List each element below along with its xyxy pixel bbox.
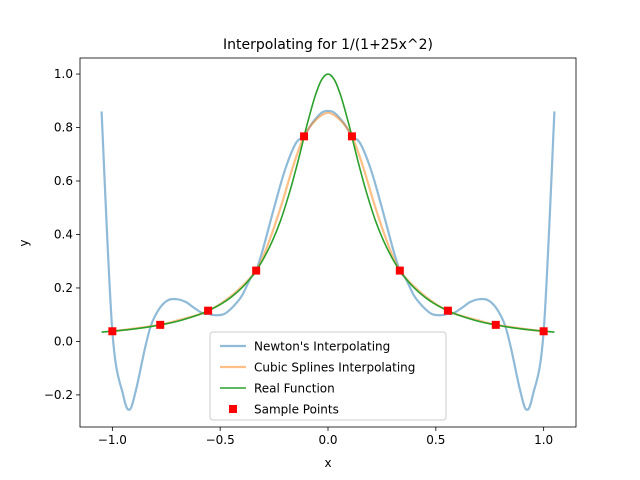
- sample-point: [539, 327, 548, 336]
- y-tick-label: 0.2: [54, 281, 73, 295]
- sample-point: [108, 327, 117, 336]
- y-tick-label: 1.0: [54, 67, 73, 81]
- y-axis-label: y: [17, 239, 31, 246]
- y-tick-label: 0.0: [54, 334, 73, 348]
- x-tick-label: 0.5: [426, 433, 445, 447]
- y-tick-label: 0.8: [54, 121, 73, 135]
- legend-label: Sample Points: [254, 403, 339, 417]
- sample-point: [491, 320, 500, 329]
- sample-point: [204, 306, 213, 315]
- axes: −1.0 −0.5 0.0 0.5 1.0 −0.2 0.0 0.2 0.4 0.6 0.8 1.0: [44, 57, 577, 447]
- legend-label: Cubic Splines Interpolating: [254, 361, 415, 375]
- y-tick-label: −0.2: [44, 388, 73, 402]
- y-tick-label: 0.6: [54, 174, 73, 188]
- x-axis-label: x: [324, 456, 331, 470]
- x-tick-label: 1.0: [534, 433, 553, 447]
- legend-swatch: [229, 405, 237, 413]
- sample-point: [347, 132, 356, 141]
- plot-area: [100, 73, 556, 411]
- sample-point: [395, 266, 404, 275]
- y-tick-label: 0.4: [54, 227, 73, 241]
- sample-point: [156, 320, 165, 329]
- legend-box: [209, 331, 447, 421]
- sample-point: [443, 306, 452, 315]
- legend-label: Real Function: [254, 382, 335, 396]
- chart-title: Interpolating for 1/(1+25x^2): [223, 37, 433, 53]
- legend: Newton's Interpolating Cubic Splines Inte…: [209, 331, 447, 421]
- x-tick-label: −0.5: [206, 433, 235, 447]
- sample-point: [300, 132, 309, 141]
- sample-point: [252, 266, 261, 275]
- legend-label: Newton's Interpolating: [254, 340, 390, 354]
- series-line-newton-s-interpolating: [100, 109, 556, 411]
- series-line-real-function: [101, 73, 555, 333]
- x-tick-label: −1.0: [98, 433, 127, 447]
- x-tick-label: 0.0: [318, 433, 337, 447]
